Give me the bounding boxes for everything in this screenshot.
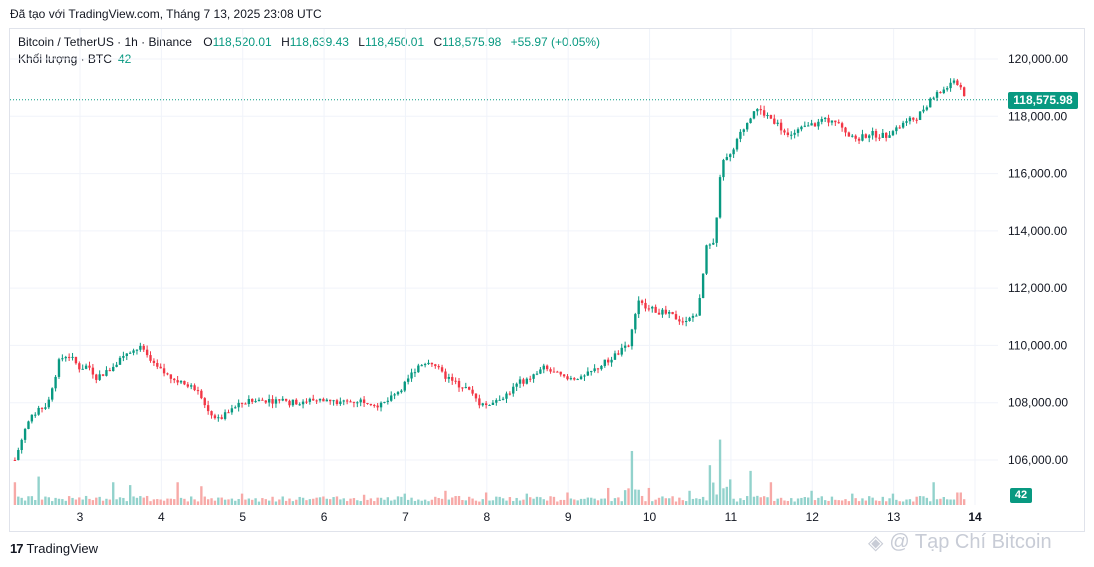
volume-label[interactable]: Khối lượng · BTC — [18, 52, 112, 66]
volume-badge: 42 — [1010, 488, 1032, 503]
watermark: ◈ @ Tạp Chí Bitcoin — [868, 530, 1052, 555]
change-value: +55.97 (+0.05%) — [510, 35, 601, 49]
brand-name: TradingView — [26, 541, 99, 556]
low-value: 118,450.01 — [364, 35, 425, 49]
chart-frame — [9, 28, 1085, 532]
watermark-text: @ Tạp Chí Bitcoin — [889, 531, 1052, 553]
close-label: C — [433, 35, 443, 49]
open-label: O — [203, 35, 213, 49]
high-label: H — [281, 35, 290, 49]
low-label: L — [358, 35, 365, 49]
volume-legend: Khối lượng · BTC 42 — [18, 52, 131, 66]
open-value: 118,520.01 — [212, 35, 272, 49]
last-price-badge: 118,575.98 — [1008, 92, 1078, 109]
high-value: 118,639.43 — [289, 35, 349, 49]
close-value: 118,575.98 — [442, 35, 502, 49]
volume-value: 42 — [117, 52, 132, 66]
diamond-icon: ◈ — [868, 532, 884, 554]
price-legend: Bitcoin / TetherUS · 1h · Binance O118,5… — [18, 35, 600, 49]
tradingview-brand[interactable]: 17 TradingView — [10, 541, 98, 556]
symbol-label[interactable]: Bitcoin / TetherUS · 1h · Binance — [18, 35, 192, 49]
tradingview-logo-icon: 17 — [10, 541, 24, 556]
chart-caption: Đã tạo với TradingView.com, Tháng 7 13, … — [10, 7, 322, 21]
